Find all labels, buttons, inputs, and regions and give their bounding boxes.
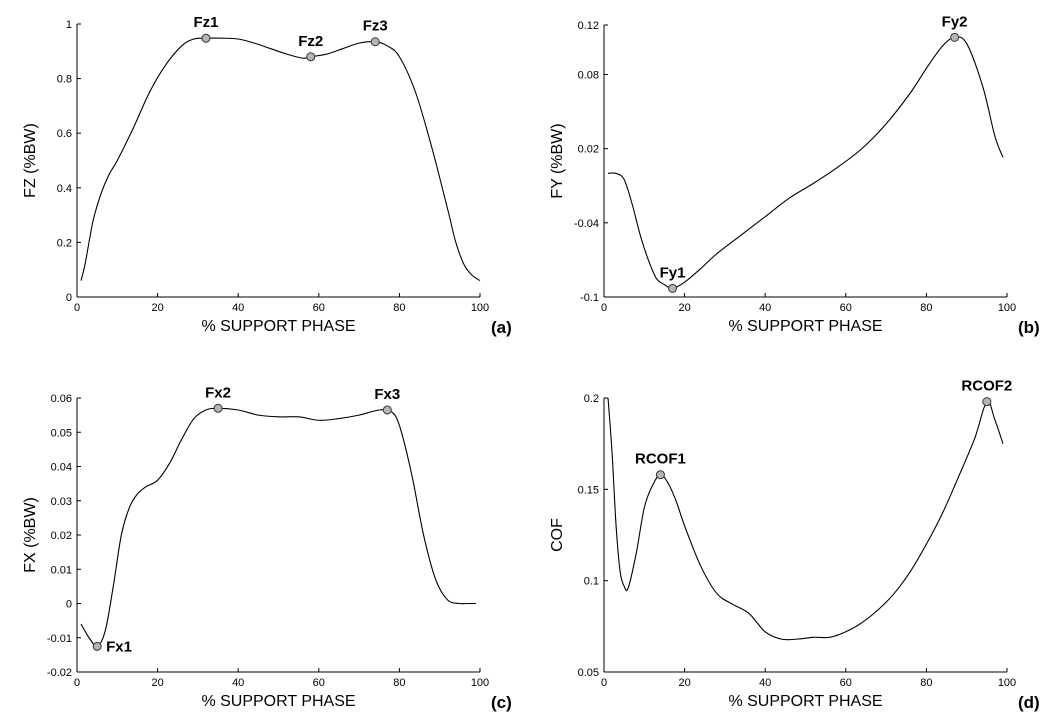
y-tick-label: 0.8 bbox=[57, 74, 72, 86]
panel-tag-c: (c) bbox=[491, 693, 512, 712]
x-tick-label: 60 bbox=[840, 677, 852, 689]
chart-panel-b: 0 20 40 60 80 100 -0.1 -0.04 0.02 0.08 0.12 % SUPPO… bbox=[549, 13, 1040, 337]
annotation-label-fy1: Fy1 bbox=[660, 264, 686, 281]
panel-tag-d: (d) bbox=[1018, 693, 1040, 712]
y-tick-label: 1 bbox=[66, 19, 72, 31]
annotation-label-fy2: Fy2 bbox=[942, 13, 968, 30]
y-tick-label: 0.12 bbox=[578, 20, 599, 32]
peak-marker-fx2 bbox=[213, 403, 223, 413]
x-tick-label: 80 bbox=[393, 302, 405, 314]
x-tick-label: 80 bbox=[920, 302, 932, 314]
y-tick-label: 0.02 bbox=[51, 530, 72, 542]
panel-tag-a: (a) bbox=[491, 318, 512, 337]
peak-marker-fz2 bbox=[306, 52, 316, 62]
x-tick-label: 0 bbox=[74, 302, 80, 314]
y-tick-label: 0.04 bbox=[51, 462, 72, 474]
panel-tag-b: (b) bbox=[1018, 318, 1040, 337]
y-tick-label: 0.4 bbox=[57, 183, 72, 195]
x-tick-label: 100 bbox=[998, 302, 1016, 314]
y-tick-label: 0 bbox=[66, 599, 72, 611]
chart-panel-a: 0 20 40 60 80 100 0 0.2 0.4 0.6 0.8 1 % SUPPORT PHAS… bbox=[22, 14, 512, 337]
x-tick-label: 20 bbox=[678, 302, 690, 314]
y-tick-label: 0.01 bbox=[51, 564, 72, 576]
y-tick-label: 0.05 bbox=[51, 427, 72, 439]
x-tick-label: 60 bbox=[313, 302, 325, 314]
x-tick-label: 100 bbox=[471, 302, 489, 314]
chart-panel-c: 0 20 40 60 80 100 -0.02 -0.01 0 0.01 0.02 0.03 0.04 0… bbox=[22, 384, 512, 712]
peak-marker-fx3 bbox=[382, 405, 392, 415]
x-tick-label: 40 bbox=[232, 302, 244, 314]
y-tick-label: -0.02 bbox=[47, 667, 72, 679]
y-tick-label: 0.15 bbox=[578, 484, 599, 496]
peak-marker-fz1 bbox=[201, 33, 211, 43]
x-axis-label-b: % SUPPORT PHASE bbox=[728, 318, 882, 335]
annotation-label-fx3: Fx3 bbox=[374, 386, 400, 403]
y-axis-label-a: FZ (%BW) bbox=[22, 123, 39, 198]
x-tick-label: 20 bbox=[678, 677, 690, 689]
y-tick-label: 0.06 bbox=[51, 393, 72, 405]
x-tick-label: 20 bbox=[151, 302, 163, 314]
peak-marker-fy1 bbox=[668, 283, 678, 293]
x-tick-label: 20 bbox=[151, 677, 163, 689]
x-tick-label: 100 bbox=[471, 677, 489, 689]
annotation-label-fx1: Fx1 bbox=[106, 638, 132, 655]
y-tick-label: -0.01 bbox=[47, 633, 72, 645]
x-tick-label: 60 bbox=[313, 677, 325, 689]
peak-marker-rcof2 bbox=[982, 397, 992, 407]
y-tick-label: -0.04 bbox=[574, 218, 599, 230]
x-tick-label: 0 bbox=[74, 677, 80, 689]
y-tick-label: 0.05 bbox=[578, 667, 599, 679]
peak-marker-rcof1 bbox=[655, 470, 665, 480]
y-tick-label: 0 bbox=[66, 292, 72, 304]
x-tick-label: 0 bbox=[601, 677, 607, 689]
x-axis-label-d: % SUPPORT PHASE bbox=[728, 693, 882, 710]
y-axis-label-d: COF bbox=[549, 518, 566, 552]
x-tick-label: 100 bbox=[998, 677, 1016, 689]
y-axis-label-b: FY (%BW) bbox=[549, 123, 566, 198]
x-axis-label-a: % SUPPORT PHASE bbox=[201, 318, 355, 335]
x-tick-label: 0 bbox=[601, 302, 607, 314]
peak-marker-fx1 bbox=[92, 641, 102, 651]
annotation-label-rcof1: RCOF1 bbox=[635, 451, 686, 468]
series-line-c bbox=[80, 407, 476, 647]
series-line-b bbox=[607, 36, 1004, 289]
y-tick-label: 0.03 bbox=[51, 496, 72, 508]
x-tick-label: 40 bbox=[759, 302, 771, 314]
annotation-label-fz2: Fz2 bbox=[298, 33, 323, 50]
annotation-label-rcof2: RCOF2 bbox=[961, 378, 1012, 395]
x-tick-label: 40 bbox=[759, 677, 771, 689]
x-tick-label: 60 bbox=[840, 302, 852, 314]
annotation-label-fx2: Fx2 bbox=[205, 384, 231, 401]
x-tick-label: 80 bbox=[393, 677, 405, 689]
series-line-d bbox=[607, 397, 1004, 641]
series-line-a bbox=[80, 37, 481, 282]
x-tick-label: 80 bbox=[920, 677, 932, 689]
y-tick-label: 0.2 bbox=[584, 393, 599, 405]
peak-marker-fy2 bbox=[950, 32, 960, 42]
annotation-label-fz3: Fz3 bbox=[363, 18, 388, 35]
y-tick-label: 0.08 bbox=[578, 69, 599, 81]
y-tick-label: -0.1 bbox=[580, 292, 599, 304]
annotation-label-fz1: Fz1 bbox=[193, 14, 218, 31]
x-tick-label: 40 bbox=[232, 677, 244, 689]
y-tick-label: 0.02 bbox=[578, 144, 599, 156]
chart-panel-d: 0 20 40 60 80 100 0.05 0.1 0.15 0.2 % SUPPORT PHAS… bbox=[549, 378, 1040, 712]
y-tick-label: 0.1 bbox=[584, 576, 599, 588]
peak-marker-fz3 bbox=[370, 37, 380, 47]
y-tick-label: 0.2 bbox=[57, 237, 72, 249]
y-tick-label: 0.6 bbox=[57, 128, 72, 140]
x-axis-label-c: % SUPPORT PHASE bbox=[201, 693, 355, 710]
y-axis-label-c: FX (%BW) bbox=[22, 497, 39, 573]
